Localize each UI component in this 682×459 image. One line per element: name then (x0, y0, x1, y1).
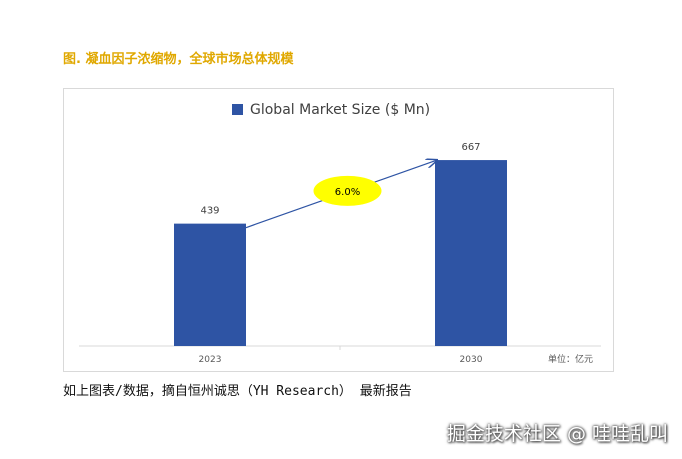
bars-layer: 439 2023 667 2030 (174, 142, 507, 365)
chart-frame: Global Market Size ($ Mn) 439 2023 667 2030… (63, 88, 614, 372)
watermark: 掘金技术社区 @ 哇哇乱叫 (446, 423, 668, 445)
x-tick-label-2023: 2023 (199, 355, 222, 365)
bar-2023 (174, 223, 246, 346)
bar-2030 (435, 160, 507, 346)
legend-swatch (232, 104, 243, 115)
legend-label: Global Market Size ($ Mn) (250, 102, 430, 118)
unit-label: 单位：亿元 (547, 355, 593, 365)
cagr-badge (313, 175, 382, 206)
figure-title: 图. 凝血因子浓缩物，全球市场总体规模 (63, 52, 294, 67)
data-label-2030: 667 (461, 142, 480, 153)
cagr-label: 6.0% (335, 187, 360, 198)
figure-caption: 如上图表/数据，摘自恒州诚思（YH Research） 最新报告 (63, 384, 412, 399)
bar-chart: Global Market Size ($ Mn) 439 2023 667 2030… (79, 102, 601, 365)
data-label-2023: 439 (200, 206, 219, 217)
x-tick-label-2030: 2030 (460, 355, 483, 365)
